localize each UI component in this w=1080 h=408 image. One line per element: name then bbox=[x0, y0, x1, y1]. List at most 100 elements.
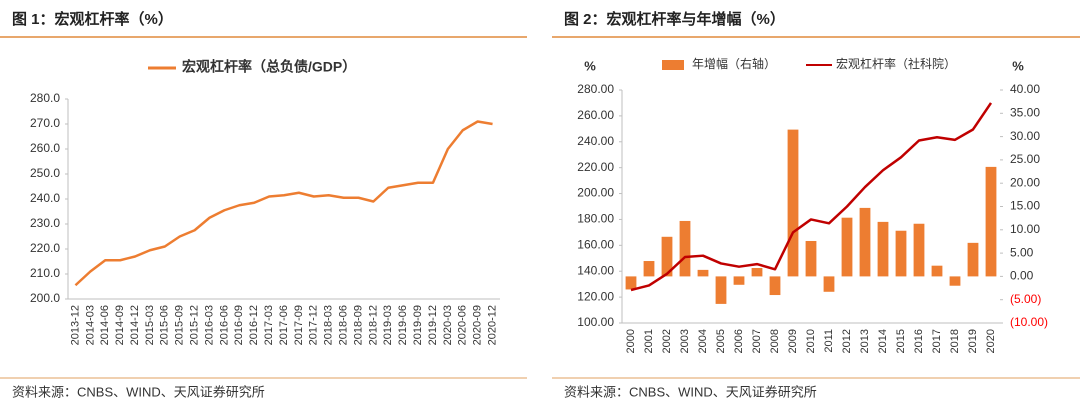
x-tick-label: 2004 bbox=[697, 329, 709, 353]
x-tick-label: 2018-12 bbox=[367, 305, 379, 345]
x-tick-label: 2014 bbox=[877, 329, 889, 353]
x-tick-label: 2018-03 bbox=[323, 305, 335, 345]
x-tick-label: 2002 bbox=[661, 329, 673, 353]
x-tick-label: 2019-12 bbox=[427, 305, 439, 345]
x-tick-label: 2000 bbox=[625, 329, 637, 353]
bar bbox=[931, 265, 943, 277]
y2-tick-label: 35.00 bbox=[1010, 105, 1040, 119]
bar bbox=[859, 207, 871, 277]
y2-tick-label: 5.00 bbox=[1010, 245, 1034, 259]
x-tick-label: 2020-12 bbox=[486, 305, 498, 345]
y-tick-label: 280.0 bbox=[30, 91, 60, 105]
x-tick-label: 2019-09 bbox=[412, 305, 424, 345]
bar bbox=[805, 240, 817, 277]
y2-tick-label: 10.00 bbox=[1010, 222, 1040, 236]
y-axis-label: % bbox=[584, 58, 596, 73]
x-tick-label: 2005 bbox=[715, 329, 727, 353]
x-tick-label: 2018-09 bbox=[352, 305, 364, 345]
y2-tick-label: 40.00 bbox=[1010, 82, 1040, 96]
x-tick-label: 2018 bbox=[949, 329, 961, 353]
y-tick-label: 120.00 bbox=[577, 289, 614, 303]
x-tick-label: 2020 bbox=[985, 329, 997, 353]
bar bbox=[895, 230, 907, 277]
x-tick-label: 2017-09 bbox=[293, 305, 305, 345]
x-tick-label: 2009 bbox=[787, 329, 799, 353]
x-tick-label: 2019 bbox=[967, 329, 979, 353]
x-tick-label: 2001 bbox=[643, 329, 655, 353]
bar bbox=[625, 276, 637, 290]
x-tick-label: 2006 bbox=[733, 329, 745, 353]
x-tick-label: 2013 bbox=[859, 329, 871, 353]
bar bbox=[985, 166, 997, 277]
y2-tick-label: 25.00 bbox=[1010, 152, 1040, 166]
legend-swatch bbox=[662, 60, 684, 70]
x-tick-label: 2017-12 bbox=[308, 305, 320, 345]
y-tick-label: 260.00 bbox=[577, 108, 614, 122]
data-line bbox=[630, 102, 993, 292]
x-tick-label: 2010 bbox=[805, 329, 817, 353]
x-tick-label: 2015-06 bbox=[159, 305, 171, 345]
chart-header: 图 1：宏观杠杆率（%） bbox=[12, 10, 173, 28]
x-tick-label: 2011 bbox=[823, 329, 835, 353]
x-tick-label: 2016 bbox=[913, 329, 925, 353]
x-tick-label: 2008 bbox=[769, 329, 781, 353]
y2-tick-label: 0.00 bbox=[1010, 269, 1034, 283]
y-tick-label: 140.00 bbox=[577, 263, 614, 277]
x-tick-label: 2019-06 bbox=[397, 305, 409, 345]
bar bbox=[823, 276, 835, 292]
y2-axis-label: % bbox=[1012, 58, 1024, 73]
x-tick-label: 2013-12 bbox=[69, 305, 81, 345]
y-tick-label: 210.0 bbox=[30, 266, 60, 280]
y-tick-label: 200.0 bbox=[30, 291, 60, 305]
bar bbox=[769, 276, 781, 296]
legend-label: 宏观杠杆率（社科院） bbox=[836, 56, 956, 71]
x-tick-label: 2016-09 bbox=[233, 305, 245, 345]
data-line bbox=[74, 120, 493, 287]
bar bbox=[661, 236, 673, 277]
x-tick-label: 2016-06 bbox=[218, 305, 230, 345]
y-tick-label: 230.0 bbox=[30, 216, 60, 230]
bar bbox=[715, 276, 727, 304]
y-tick-label: 260.0 bbox=[30, 141, 60, 155]
y-tick-label: 220.00 bbox=[577, 160, 614, 174]
x-tick-label: 2020-09 bbox=[472, 305, 484, 345]
y2-tick-label: 30.00 bbox=[1010, 129, 1040, 143]
bar bbox=[751, 268, 763, 277]
legend-label: 年增幅（右轴） bbox=[692, 56, 776, 71]
y2-tick-label: (10.00) bbox=[1010, 315, 1048, 329]
x-tick-label: 2003 bbox=[679, 329, 691, 353]
y2-tick-label: 15.00 bbox=[1010, 199, 1040, 213]
y-tick-label: 280.00 bbox=[577, 82, 614, 96]
y-tick-label: 100.00 bbox=[577, 315, 614, 329]
x-tick-label: 2015-09 bbox=[174, 305, 186, 345]
bar bbox=[787, 129, 799, 277]
y-tick-label: 250.0 bbox=[30, 166, 60, 180]
chart-header: 图 2：宏观杠杆率与年增幅（%） bbox=[564, 10, 785, 28]
x-tick-label: 2020-06 bbox=[457, 305, 469, 345]
x-tick-label: 2018-06 bbox=[337, 305, 349, 345]
x-tick-label: 2016-12 bbox=[248, 305, 260, 345]
x-tick-label: 2019-03 bbox=[382, 305, 394, 345]
source-note: 资料来源：CNBS、WIND、天风证券研究所 bbox=[12, 384, 265, 399]
y2-tick-label: 20.00 bbox=[1010, 175, 1040, 189]
y2-tick-label: (5.00) bbox=[1010, 292, 1041, 306]
y-tick-label: 270.0 bbox=[30, 116, 60, 130]
y-tick-label: 220.0 bbox=[30, 241, 60, 255]
y-tick-label: 200.00 bbox=[577, 186, 614, 200]
x-tick-label: 2014-06 bbox=[99, 305, 111, 345]
x-tick-label: 2007 bbox=[751, 329, 763, 353]
y-tick-label: 240.00 bbox=[577, 134, 614, 148]
x-tick-label: 2017-03 bbox=[263, 305, 275, 345]
x-tick-label: 2017-06 bbox=[278, 305, 290, 345]
x-tick-label: 2015 bbox=[895, 329, 907, 353]
x-tick-label: 2014-09 bbox=[114, 305, 126, 345]
x-tick-label: 2020-03 bbox=[442, 305, 454, 345]
x-tick-label: 2012 bbox=[841, 329, 853, 353]
x-tick-label: 2014-12 bbox=[129, 305, 141, 345]
y-tick-label: 240.0 bbox=[30, 191, 60, 205]
bar bbox=[643, 261, 655, 277]
bar bbox=[841, 217, 853, 277]
y-tick-label: 180.00 bbox=[577, 212, 614, 226]
